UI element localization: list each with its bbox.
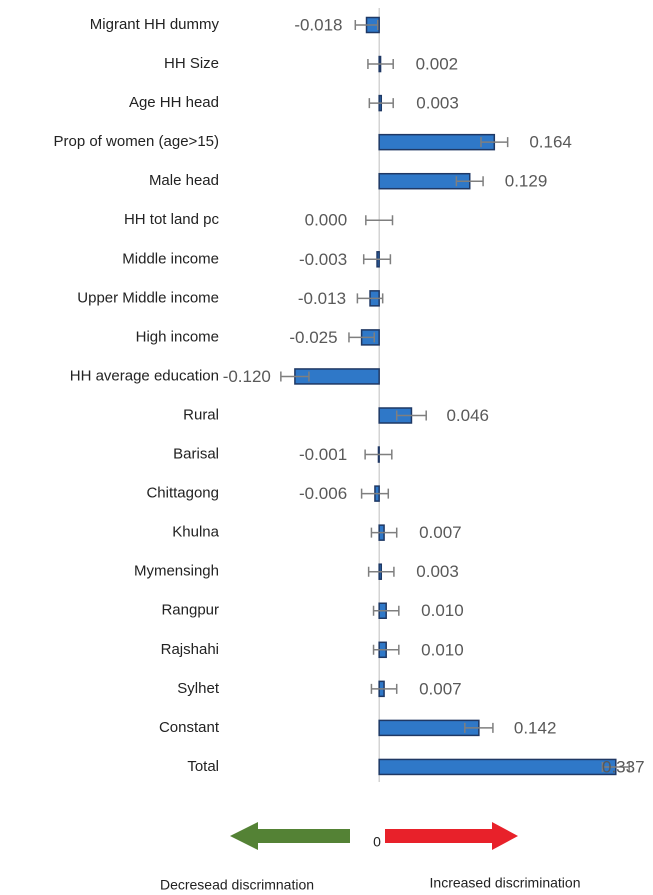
category-label: Rangpur [161, 602, 219, 619]
value-label: 0.164 [529, 133, 572, 152]
category-label: Rajshahi [161, 641, 219, 658]
value-label: 0.007 [419, 679, 462, 698]
error-bar [395, 410, 427, 421]
category-label: Chittagong [146, 485, 219, 502]
left-arrow [230, 822, 350, 850]
category-label: Sylhet [177, 680, 220, 697]
left-annotation: Decresead discrimnation [160, 877, 314, 893]
right-arrow [385, 822, 518, 850]
value-label: -0.001 [299, 445, 347, 464]
value-label: -0.003 [299, 250, 347, 269]
value-label: 0.129 [505, 172, 548, 191]
category-label: Migrant HH dummy [90, 16, 220, 33]
value-label: 0.046 [446, 406, 489, 425]
zero-label: 0 [373, 834, 381, 850]
bar [378, 133, 496, 151]
error-bar [348, 332, 375, 343]
value-label: -0.025 [289, 328, 337, 347]
error-bar [280, 371, 310, 382]
value-label: 0.000 [305, 211, 348, 230]
category-label: Middle income [122, 250, 219, 267]
bar [378, 758, 617, 776]
error-bar [367, 566, 395, 577]
category-label: Total [187, 758, 219, 775]
value-label: -0.120 [223, 367, 271, 386]
category-label: HH average education [70, 367, 219, 384]
category-label: Age HH head [129, 94, 219, 111]
error-bar [370, 683, 398, 694]
category-label: Prop of women (age>15) [53, 133, 219, 150]
error-bar [368, 98, 394, 109]
value-label: 0.010 [421, 601, 464, 620]
error-bar [356, 293, 384, 304]
value-label: 0.003 [416, 562, 459, 581]
category-label: HH tot land pc [124, 211, 220, 228]
category-label: Mymensingh [134, 563, 219, 580]
category-label: Khulna [172, 524, 219, 541]
value-label: -0.013 [298, 289, 346, 308]
error-bar [354, 20, 379, 30]
error-bar [365, 215, 394, 226]
value-label: 0.010 [421, 640, 464, 659]
category-label: Male head [149, 172, 219, 189]
error-bar [367, 59, 394, 70]
error-bar [601, 761, 630, 772]
value-label: 0.337 [602, 757, 645, 776]
error-bar [372, 644, 400, 655]
category-label: Rural [183, 406, 219, 423]
error-bar [362, 254, 392, 265]
error-bar [455, 176, 484, 187]
error-bar [480, 137, 509, 148]
category-label: HH Size [164, 55, 219, 72]
error-bar [372, 605, 400, 616]
category-label: Upper Middle income [77, 289, 219, 306]
value-label: 0.007 [419, 523, 462, 542]
category-label: Barisal [173, 446, 219, 463]
value-label: -0.006 [299, 484, 347, 503]
category-label: High income [136, 328, 219, 345]
category-label: Constant [159, 719, 220, 736]
error-bar [360, 488, 390, 499]
bar [378, 719, 480, 737]
right-annotation: Increased discrimination [430, 875, 581, 891]
error-bar [464, 722, 494, 733]
value-label: 0.142 [514, 718, 557, 737]
error-bar [370, 527, 398, 538]
value-label: 0.003 [416, 94, 459, 113]
error-bar [364, 449, 393, 460]
value-label: -0.018 [294, 15, 342, 34]
value-label: 0.002 [416, 55, 459, 74]
